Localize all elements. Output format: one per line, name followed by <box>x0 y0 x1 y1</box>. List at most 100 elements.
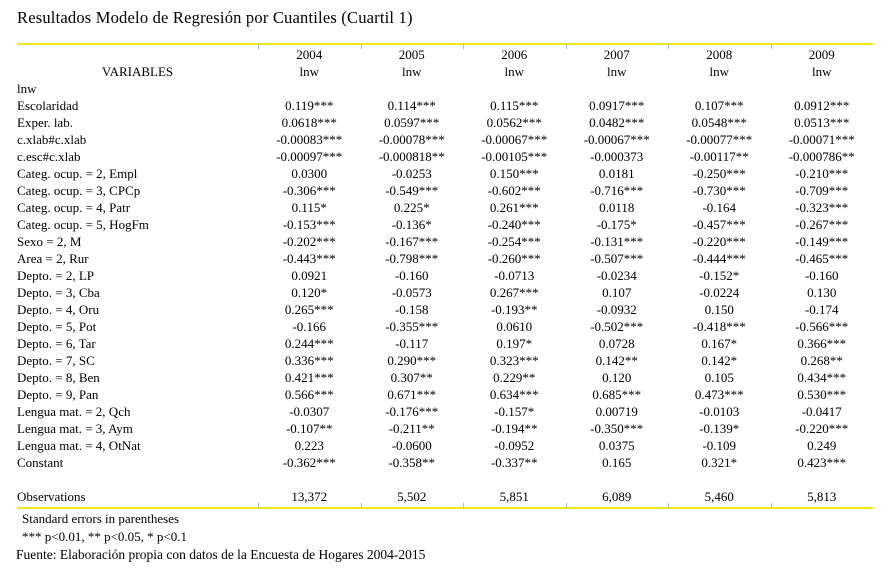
coefficient-cell: -0.158 <box>394 301 429 317</box>
coefficient-cell: -0.0952 <box>494 437 535 453</box>
column-divider-tick <box>258 503 259 508</box>
coefficient-cell: 0.107 <box>602 284 632 300</box>
coefficient-cell: -0.175* <box>596 216 637 232</box>
coefficient-cell: 0.130 <box>807 284 837 300</box>
row-label: Area = 2, Rur <box>17 250 89 266</box>
coefficient-cell: -0.220*** <box>692 233 746 249</box>
coefficient-cell: -0.000786** <box>788 148 855 164</box>
coefficient-cell: -0.160 <box>394 267 429 283</box>
variables-header: VARIABLES <box>101 63 174 79</box>
coefficient-cell: 0.0618*** <box>281 114 337 130</box>
coefficient-cell: -0.240*** <box>487 216 541 232</box>
coefficient-cell: -0.443*** <box>282 250 336 266</box>
row-label: Depto. = 4, Oru <box>17 301 100 317</box>
depvar-label-row: lnw <box>17 80 873 97</box>
coefficient-cell: 0.421*** <box>284 369 334 385</box>
coefficient-cell: 0.197* <box>496 335 533 351</box>
coefficient-cell: -0.00083*** <box>276 131 343 147</box>
coefficient-cell: 0.473*** <box>694 386 744 402</box>
row-label: Lengua mat. = 4, OtNat <box>17 437 141 453</box>
coefficient-cell: -0.0573 <box>391 284 432 300</box>
coefficient-cell: -0.210*** <box>795 165 849 181</box>
coefficient-cell: 0.223 <box>294 437 324 453</box>
table-row: Categ. ocup. = 3, CPCp -0.306*** -0.549***… <box>17 182 873 199</box>
column-divider-tick <box>566 503 567 508</box>
depvar-header: lnw <box>607 63 627 79</box>
row-label: Sexo = 2, M <box>17 233 82 249</box>
coefficient-cell: 0.0300 <box>291 165 328 181</box>
depvar-row-label: lnw <box>17 80 37 96</box>
column-divider-tick <box>668 44 669 49</box>
top-rule <box>17 43 873 49</box>
coefficient-cell: 0.107*** <box>694 97 744 113</box>
coefficient-cell: -0.0253 <box>391 165 432 181</box>
coefficient-cell: -0.152* <box>699 267 740 283</box>
coefficient-cell: 0.0562*** <box>486 114 542 130</box>
source-line: Fuente: Elaboración propia con datos de … <box>16 547 426 562</box>
row-label: Depto. = 7, SC <box>17 352 95 368</box>
coefficient-cell: 0.120* <box>291 284 328 300</box>
coefficient-cell: -0.00071*** <box>788 131 855 147</box>
row-label: c.esc#c.xlab <box>17 148 81 164</box>
table-row: Categ. ocup. = 5, HogFm -0.153*** -0.136* -… <box>17 216 873 233</box>
coefficient-cell: 0.114*** <box>387 97 436 113</box>
coefficient-cell: -0.418*** <box>692 318 746 334</box>
table-row: Categ. ocup. = 4, Patr 0.115* 0.225* 0.261*… <box>17 199 873 216</box>
table-row: Depto. = 4, Oru 0.265*** -0.158 -0.193** -0.… <box>17 301 873 318</box>
coefficient-cell: -0.444*** <box>692 250 746 266</box>
coefficient-cell: 0.566*** <box>284 386 334 402</box>
row-label: Categ. ocup. = 5, HogFm <box>17 216 149 232</box>
observations-value: 5,502 <box>397 488 427 504</box>
coefficient-cell: 0.142** <box>595 352 638 368</box>
coefficient-cell: -0.153*** <box>282 216 336 232</box>
coefficient-cell: -0.109 <box>702 437 737 453</box>
significance-note: *** p<0.01, ** p<0.05, * p<0.1 <box>22 529 187 544</box>
depvar-header: lnw <box>812 63 832 79</box>
row-label: Depto. = 8, Ben <box>17 369 100 385</box>
coefficient-cell: 0.307** <box>390 369 433 385</box>
row-label: Lengua mat. = 3, Aym <box>17 420 133 436</box>
coefficient-cell: -0.350*** <box>590 420 644 436</box>
coefficient-cell: 0.0482*** <box>589 114 645 130</box>
row-label: Categ. ocup. = 3, CPCp <box>17 182 141 198</box>
coefficient-cell: -0.362*** <box>282 454 336 470</box>
row-label: Escolaridad <box>17 97 79 113</box>
coefficient-cell: 0.0375 <box>598 437 635 453</box>
regression-table: 2004 2005 2006 2007 2008 2009 VARIABLES … <box>17 46 873 505</box>
coefficient-cell: -0.566*** <box>795 318 849 334</box>
coefficient-cell: -0.0103 <box>699 403 740 419</box>
coefficient-cell: -0.174 <box>804 301 839 317</box>
column-divider-tick <box>566 44 567 49</box>
coefficient-cell: -0.306*** <box>282 182 336 198</box>
year-header: 2009 <box>808 46 835 62</box>
coefficient-cell: -0.0932 <box>596 301 637 317</box>
observations-row: Observations 13,372 5,502 5,851 6,089 5,… <box>17 488 873 505</box>
coefficient-cell: 0.119*** <box>285 97 334 113</box>
depvar-header: lnw <box>402 63 422 79</box>
coefficient-cell: 0.530*** <box>797 386 847 402</box>
coefficient-cell: 0.290*** <box>387 352 437 368</box>
observations-value: 13,372 <box>291 488 328 504</box>
coefficient-cell: -0.000818** <box>378 148 445 164</box>
column-divider-tick <box>771 44 772 49</box>
coefficient-cell: -0.193** <box>490 301 538 317</box>
coefficient-cell: -0.457*** <box>692 216 746 232</box>
row-label: Depto. = 9, Pan <box>17 386 99 402</box>
coefficient-cell: -0.267*** <box>795 216 849 232</box>
table-row: Depto. = 3, Cba 0.120* -0.0573 0.267*** 0.10… <box>17 284 873 301</box>
coefficient-cell: 0.634*** <box>489 386 539 402</box>
spacer-row <box>17 471 873 488</box>
coefficient-cell: 0.120 <box>602 369 632 385</box>
year-header: 2007 <box>603 46 630 62</box>
coefficient-cell: 0.0118 <box>599 199 635 215</box>
coefficient-cell: -0.00105*** <box>481 148 548 164</box>
table-row: Depto. = 8, Ben 0.421*** 0.307** 0.229** 0.1… <box>17 369 873 386</box>
coefficient-cell: 0.150 <box>704 301 734 317</box>
coefficient-cell: -0.0307 <box>289 403 330 419</box>
coefficient-cell: 0.115* <box>291 199 327 215</box>
coefficient-cell: -0.149*** <box>795 233 849 249</box>
depvar-header: lnw <box>709 63 730 79</box>
coefficient-cell: -0.160 <box>804 267 839 283</box>
coefficient-cell: -0.107** <box>285 420 333 436</box>
